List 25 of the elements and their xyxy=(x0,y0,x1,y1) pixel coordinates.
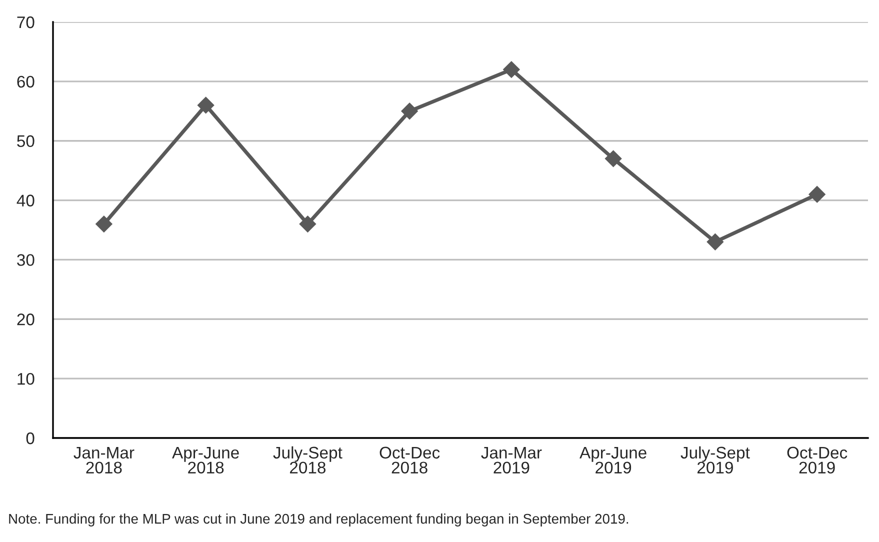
point xyxy=(197,96,214,114)
text: Note. Funding for the MLP was cut in June 2019 and replacement funding began in September 2019. xyxy=(9,514,628,526)
x-tick-label: Apr-June 2018 xyxy=(172,446,239,474)
x-tick-label: Oct-Dec 2018 xyxy=(380,446,440,474)
x-tick-label: July-Sept 2019 xyxy=(680,446,750,474)
point xyxy=(808,186,826,203)
y-tick-label: 10 xyxy=(18,372,34,385)
x-tick-label: Jan-Mar 2019 xyxy=(481,446,542,474)
y-tick-label: 0 xyxy=(26,432,34,444)
point xyxy=(401,102,418,120)
x-tick-label: Oct-Dec 2019 xyxy=(787,446,848,474)
x-tick-label: July-Sept 2018 xyxy=(273,446,342,474)
x-tick-label: Jan-Mar 2018 xyxy=(74,446,134,474)
y-tick-label: 40 xyxy=(16,194,34,206)
x-tick-label: Apr-June 2019 xyxy=(580,446,646,474)
point xyxy=(299,216,316,232)
point xyxy=(706,234,724,250)
y-tick-label: 60 xyxy=(17,76,34,88)
y-tick-label: 50 xyxy=(17,135,34,148)
y-tick-label: 70 xyxy=(17,16,34,28)
y-tick-label: 20 xyxy=(17,314,34,326)
point xyxy=(604,150,622,168)
point xyxy=(503,61,520,78)
point xyxy=(96,216,112,232)
y-tick-label: 30 xyxy=(17,254,34,266)
